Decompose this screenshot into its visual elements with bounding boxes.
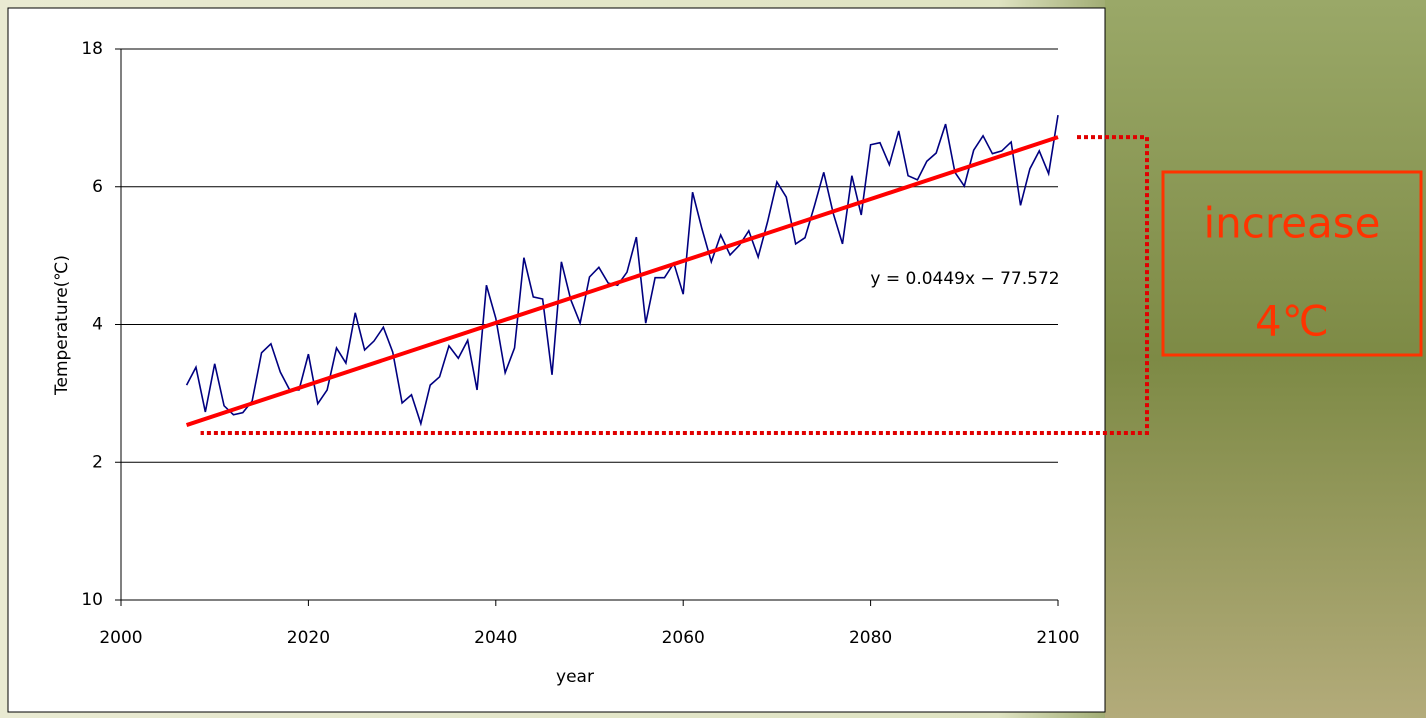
y-tick-label: 18 xyxy=(81,39,103,59)
x-tick-label: 2060 xyxy=(662,628,705,648)
x-tick-label: 2100 xyxy=(1036,628,1079,648)
x-tick-label: 2080 xyxy=(849,628,892,648)
x-tick-label: 2040 xyxy=(474,628,517,648)
background xyxy=(1105,0,1426,718)
page: year Temperature(℃) increase 4℃ 10 2 4 6 18 2… xyxy=(0,0,1426,718)
y-tick-label: 2 xyxy=(92,452,103,472)
trend-equation: y = 0.0449x − 77.572 xyxy=(870,269,1059,289)
y-tick-label: 6 xyxy=(92,177,103,197)
y-tick-label: 4 xyxy=(92,315,103,335)
y-tick-label: 10 xyxy=(81,590,103,610)
y-axis-label: Temperature(℃) xyxy=(52,255,72,396)
annotation-text: increase xyxy=(1203,199,1380,248)
x-tick-label: 2000 xyxy=(99,628,142,648)
chart: year Temperature(℃) increase 4℃ 10 2 4 6 18 2… xyxy=(0,0,1426,718)
x-axis-label: year xyxy=(556,667,594,687)
x-tick-label: 2020 xyxy=(287,628,330,648)
annotation-text: 4℃ xyxy=(1255,297,1329,346)
plot-frame xyxy=(8,8,1105,712)
